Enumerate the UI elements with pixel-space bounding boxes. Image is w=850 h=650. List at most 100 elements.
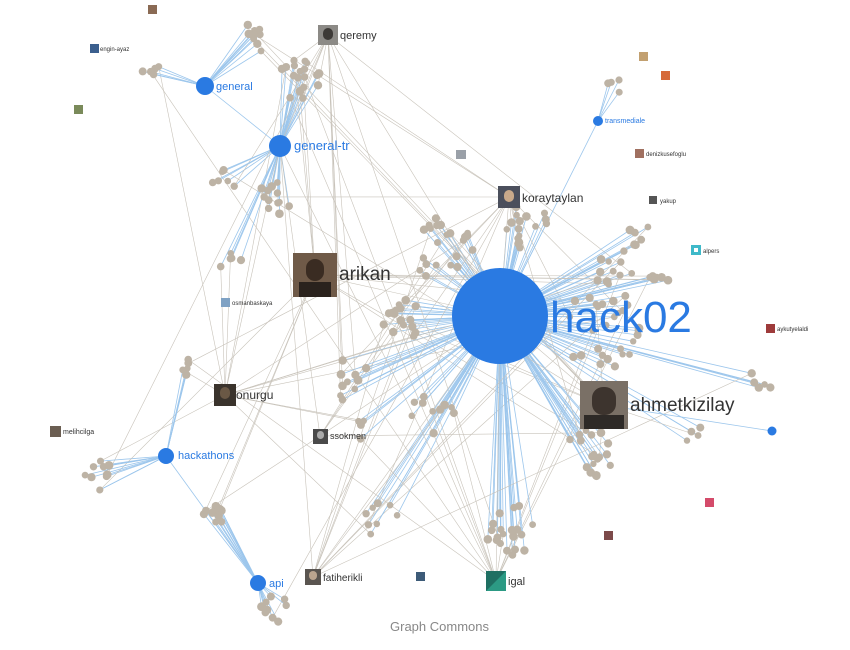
avatar-node-unlabeled[interactable] [416, 572, 425, 581]
channel-label-hackathons[interactable]: hackathons [178, 450, 235, 462]
minor-node[interactable] [236, 256, 246, 265]
minor-node[interactable] [264, 186, 272, 195]
minor-node[interactable] [434, 239, 441, 246]
minor-node[interactable] [649, 276, 657, 284]
minor-node[interactable] [605, 258, 612, 265]
minor-node[interactable] [510, 503, 518, 512]
minor-node[interactable] [631, 228, 639, 237]
minor-node[interactable] [644, 223, 652, 231]
minor-node[interactable] [386, 501, 394, 509]
minor-node[interactable] [182, 370, 191, 379]
minor-node[interactable] [373, 499, 382, 508]
channel-label-api[interactable]: api [269, 578, 284, 590]
minor-node[interactable] [694, 432, 702, 439]
minor-node[interactable] [286, 93, 294, 102]
minor-node[interactable] [268, 613, 277, 622]
minor-node[interactable] [274, 617, 283, 626]
minor-node[interactable] [362, 510, 370, 518]
minor-node[interactable] [576, 351, 586, 360]
minor-node[interactable] [515, 217, 524, 226]
minor-node[interactable] [104, 461, 114, 470]
minor-node[interactable] [289, 71, 298, 80]
minor-node[interactable] [593, 276, 602, 285]
minor-node[interactable] [273, 179, 281, 186]
minor-node[interactable] [663, 275, 673, 285]
user-node-aykutyelaldi[interactable]: aykutyelaldi [766, 324, 808, 333]
minor-node[interactable] [257, 184, 266, 193]
minor-node[interactable] [459, 236, 467, 244]
minor-node[interactable] [212, 518, 220, 526]
minor-node[interactable] [529, 521, 536, 528]
minor-node[interactable] [427, 225, 434, 232]
minor-node[interactable] [274, 199, 282, 207]
minor-node[interactable] [508, 551, 517, 559]
minor-node[interactable] [750, 378, 759, 387]
minor-node[interactable] [299, 94, 307, 102]
minor-node[interactable] [503, 226, 511, 233]
minor-node[interactable] [313, 81, 323, 90]
minor-node[interactable] [422, 260, 431, 269]
minor-node[interactable] [87, 473, 96, 482]
minor-node[interactable] [566, 313, 574, 321]
minor-node[interactable] [419, 392, 428, 401]
minor-node[interactable] [275, 209, 284, 218]
minor-node[interactable] [369, 504, 376, 511]
minor-node[interactable] [582, 427, 590, 435]
minor-node[interactable] [96, 486, 104, 494]
minor-node[interactable] [747, 369, 756, 378]
channel-node-transmediale[interactable] [593, 116, 603, 126]
minor-node[interactable] [575, 430, 584, 439]
minor-node[interactable] [630, 240, 639, 249]
channel-node-hackathons[interactable] [158, 448, 174, 464]
minor-node[interactable] [407, 317, 415, 325]
minor-node[interactable] [280, 595, 289, 603]
minor-node[interactable] [620, 247, 628, 255]
channel-node-general-tr[interactable] [269, 135, 291, 157]
minor-node[interactable] [184, 355, 192, 364]
minor-node[interactable] [516, 244, 524, 252]
minor-node[interactable] [590, 460, 597, 468]
minor-node[interactable] [576, 436, 585, 445]
minor-node[interactable] [429, 429, 438, 438]
user-node-melihcilga[interactable]: melihcilga [50, 426, 94, 437]
minor-node[interactable] [244, 29, 254, 39]
minor-node[interactable] [606, 461, 614, 469]
minor-node[interactable] [408, 322, 417, 331]
minor-node[interactable] [449, 409, 458, 418]
minor-node[interactable] [585, 293, 594, 302]
user-node-qeremy[interactable]: qeremy [318, 25, 377, 45]
minor-node[interactable] [253, 39, 262, 48]
minor-node[interactable] [507, 218, 516, 227]
minor-node[interactable] [588, 452, 597, 461]
minor-node[interactable] [615, 88, 623, 96]
minor-node[interactable] [411, 302, 420, 311]
minor-node[interactable] [336, 370, 346, 379]
minor-node[interactable] [596, 254, 606, 264]
minor-node[interactable] [392, 306, 400, 314]
minor-node[interactable] [214, 177, 222, 185]
minor-node[interactable] [255, 25, 264, 34]
minor-node[interactable] [634, 323, 644, 333]
minor-node[interactable] [607, 78, 615, 86]
minor-node[interactable] [637, 235, 646, 244]
minor-node[interactable] [389, 327, 398, 337]
minor-node[interactable] [628, 270, 636, 277]
avatar-node-unlabeled[interactable] [639, 52, 648, 61]
minor-node[interactable] [468, 246, 477, 254]
avatar-node-unlabeled[interactable] [705, 498, 714, 507]
channel-node-unlabeled[interactable] [767, 426, 777, 436]
minor-node[interactable] [419, 254, 428, 262]
minor-node[interactable] [596, 428, 606, 438]
minor-node[interactable] [373, 520, 381, 528]
minor-node[interactable] [409, 332, 418, 340]
minor-node[interactable] [619, 351, 626, 358]
minor-node[interactable] [416, 266, 424, 274]
minor-node[interactable] [604, 439, 613, 448]
minor-node[interactable] [216, 262, 225, 271]
channel-label-transmediale[interactable]: transmediale [605, 118, 645, 125]
minor-node[interactable] [282, 63, 291, 71]
channel-label-general[interactable]: general [216, 81, 253, 93]
minor-node[interactable] [503, 546, 511, 555]
minor-node[interactable] [97, 457, 104, 465]
